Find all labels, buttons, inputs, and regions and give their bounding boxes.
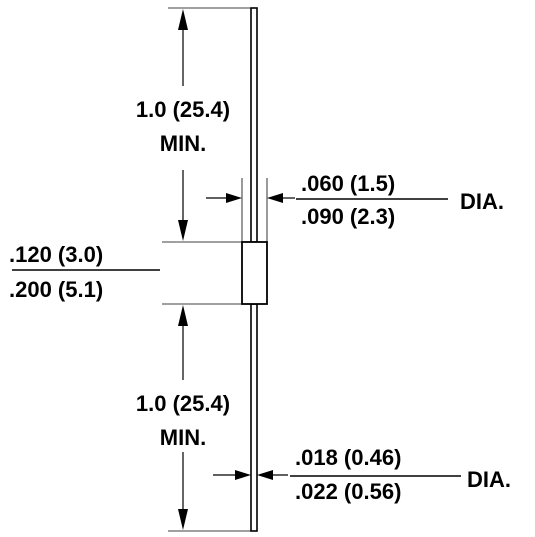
arrowhead-down-icon [178, 220, 188, 241]
body-length-max-label: .200 (5.1) [9, 277, 103, 302]
arrowhead-up-icon [178, 9, 188, 30]
lead-diameter-min-label: .018 (0.46) [295, 445, 401, 470]
arrowhead-left-icon [267, 193, 283, 203]
lead-top [250, 7, 258, 243]
top-lead-length-qualifier: MIN. [160, 131, 206, 156]
arrowhead-down-icon [178, 509, 188, 530]
extension-lines [162, 7, 268, 532]
body-diameter-max-label: .090 (2.3) [301, 204, 395, 229]
lead-diameter-max-label: .022 (0.56) [295, 479, 401, 504]
arrowhead-right-icon [235, 470, 251, 480]
body-diameter-dimension: .060 (1.5) .090 (2.3) DIA. [206, 171, 504, 229]
arrowhead-right-icon [226, 193, 242, 203]
body-length-dimension: .120 (3.0) .200 (5.1) [9, 242, 160, 302]
body-length-min-label: .120 (3.0) [9, 242, 103, 267]
bottom-lead-length-label: 1.0 (25.4) [136, 391, 230, 416]
top-lead-length-label: 1.0 (25.4) [136, 97, 230, 122]
component-body [241, 241, 268, 305]
body-diameter-min-label: .060 (1.5) [301, 171, 395, 196]
arrowhead-up-icon [178, 305, 188, 326]
lead-bottom [250, 303, 258, 532]
bottom-lead-length-qualifier: MIN. [160, 425, 206, 450]
lead-diameter-dimension: .018 (0.46) .022 (0.56) DIA. [213, 445, 511, 504]
lead-diameter-suffix: DIA. [467, 467, 511, 492]
body-diameter-suffix: DIA. [460, 189, 504, 214]
bottom-lead-length-dimension: 1.0 (25.4) MIN. [136, 305, 230, 530]
top-lead-length-dimension: 1.0 (25.4) MIN. [136, 9, 230, 241]
component [241, 7, 268, 532]
arrowhead-left-icon [257, 470, 273, 480]
